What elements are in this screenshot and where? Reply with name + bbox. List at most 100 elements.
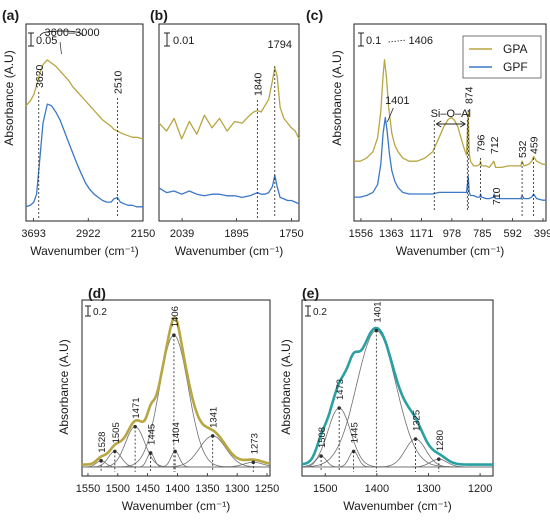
peak-label: 1341 [209, 407, 220, 428]
annotation-arrowheads [436, 120, 466, 128]
scale-label-b: 0.01 [173, 35, 194, 47]
peak-label: 1445 [350, 422, 361, 443]
x-tick-label: 1171 [410, 228, 434, 240]
annotation-label: 874 [463, 86, 475, 104]
annotation-label: 1401 [385, 95, 409, 107]
x-tick-label: 978 [443, 228, 461, 240]
peak-label: 1404 [171, 422, 182, 443]
annotation-label: 2510 [112, 70, 124, 94]
peak-label: 1528 [97, 432, 108, 453]
x-tick-label: 3693 [21, 228, 45, 240]
x-tick-label: 1500 [313, 483, 337, 495]
series-line-gpa-2 [354, 59, 546, 169]
x-tick-label: 1750 [279, 228, 303, 240]
fit-envelope-line [81, 315, 271, 466]
x-tick-label: 2922 [76, 228, 100, 240]
panel-label-e: (e) [302, 285, 319, 301]
x-tick-label: 1550 [76, 483, 100, 495]
annotation-label: 3620 [34, 64, 46, 88]
legend-gpf-label: GPF [503, 60, 528, 74]
x-tick-label: 1895 [224, 228, 248, 240]
component-curve-7 [82, 461, 271, 468]
plot-frame-c [353, 23, 547, 222]
x-axis-label-3: Wavenumber (cm⁻¹) [122, 499, 231, 513]
annotation-leader [59, 41, 62, 55]
x-axis-label-0: Wavenumber (cm⁻¹) [30, 244, 139, 258]
annotation-label: 1794 [268, 39, 292, 51]
peak-label: 1508 [317, 427, 328, 448]
series-line-gpf-2 [354, 116, 546, 201]
annotation-leader [388, 39, 407, 43]
annotation-label: 796 [476, 134, 488, 152]
legend-c: GPA GPF [462, 35, 542, 79]
component-curve-4 [82, 334, 270, 468]
peak-label: 1471 [131, 397, 142, 418]
x-tick-label: 1363 [379, 228, 403, 240]
peak-label: 1473 [335, 379, 346, 400]
component-curve-3 [302, 330, 493, 468]
x-tick-label: 1300 [225, 483, 249, 495]
annotation-label: 712 [489, 136, 501, 154]
plot-frame-d [81, 299, 271, 477]
scale-label-e: 0.2 [313, 307, 327, 318]
panel-label-d: (d) [88, 285, 106, 301]
x-tick-label: 1400 [165, 483, 189, 495]
component-curve-4 [302, 438, 493, 468]
x-axis-label-2: Wavenumber (cm⁻¹) [396, 244, 505, 258]
series-line-gpf-1 [158, 174, 300, 205]
fit-envelope-line [301, 326, 494, 466]
panel-label-b: (b) [150, 7, 168, 23]
scale-label-d: 0.2 [93, 307, 107, 318]
x-tick-label: 2150 [131, 228, 155, 240]
annotation-label: 710 [491, 187, 503, 205]
annotation-leader [386, 107, 394, 123]
annotation-bracket [39, 30, 84, 37]
x-tick-label: 399 [534, 228, 550, 240]
peak-label: 1401 [372, 301, 383, 322]
scale-bar-d: 0.2 [85, 305, 107, 318]
legend-box [462, 35, 542, 79]
ylabel-a: Absorbance (A.U) [2, 50, 16, 145]
annotation-label: Si–O–Al [431, 108, 471, 120]
x-axis-label-4: Wavenumber (cm⁻¹) [343, 499, 452, 513]
peak-label: 1505 [111, 422, 122, 443]
annotation-label: 1406 [409, 35, 433, 47]
component-curve-5 [302, 458, 493, 468]
series-line-gpa-1 [158, 67, 300, 140]
ylabel-d: Absorbance (A.U) [57, 339, 71, 434]
scale-label-c: 0.1 [366, 35, 381, 47]
x-tick-label: 2039 [170, 228, 194, 240]
x-tick-label: 1500 [106, 483, 130, 495]
chart-marks: Wavenumber (cm⁻¹) 3693 2922 2150 Wavenumber … [21, 27, 550, 513]
x-tick-label: 1400 [365, 483, 389, 495]
annotation-label: 3600–3000 [45, 27, 100, 39]
scale-bar-c: 0.1 [358, 32, 381, 47]
peak-label: 1445 [147, 424, 158, 445]
x-tick-label: 1350 [195, 483, 219, 495]
scale-bar-b: 0.01 [164, 32, 194, 47]
scale-bar-a: 0.05 [28, 32, 57, 47]
x-tick-label: 592 [503, 228, 521, 240]
x-axis-label-1: Wavenumber (cm⁻¹) [175, 244, 284, 258]
plot-frame-e [301, 299, 494, 477]
peak-label: 1325 [412, 410, 423, 431]
x-tick-label: 1300 [416, 483, 440, 495]
peak-label: 1280 [435, 430, 446, 451]
ylabel-e: Absorbance (A.U) [279, 339, 293, 434]
legend-gpa-label: GPA [503, 42, 527, 56]
series-line-gpf-0 [25, 103, 143, 208]
ylabel-c: Absorbance (A.U) [330, 50, 344, 145]
peak-label: 1273 [249, 433, 260, 454]
x-tick-label: 1250 [255, 483, 279, 495]
annotation-label: 459 [529, 136, 541, 154]
peak-label: 1406 [170, 306, 181, 327]
panel-label-c: (c) [306, 7, 323, 23]
series-line-gpa-0 [25, 59, 144, 140]
annotation-label: 532 [517, 140, 529, 158]
x-tick-label: 785 [473, 228, 491, 240]
x-tick-label: 1200 [468, 483, 492, 495]
panel-label-a: (a) [2, 7, 19, 23]
plot-frame-b [158, 23, 300, 222]
x-tick-label: 1556 [349, 228, 373, 240]
